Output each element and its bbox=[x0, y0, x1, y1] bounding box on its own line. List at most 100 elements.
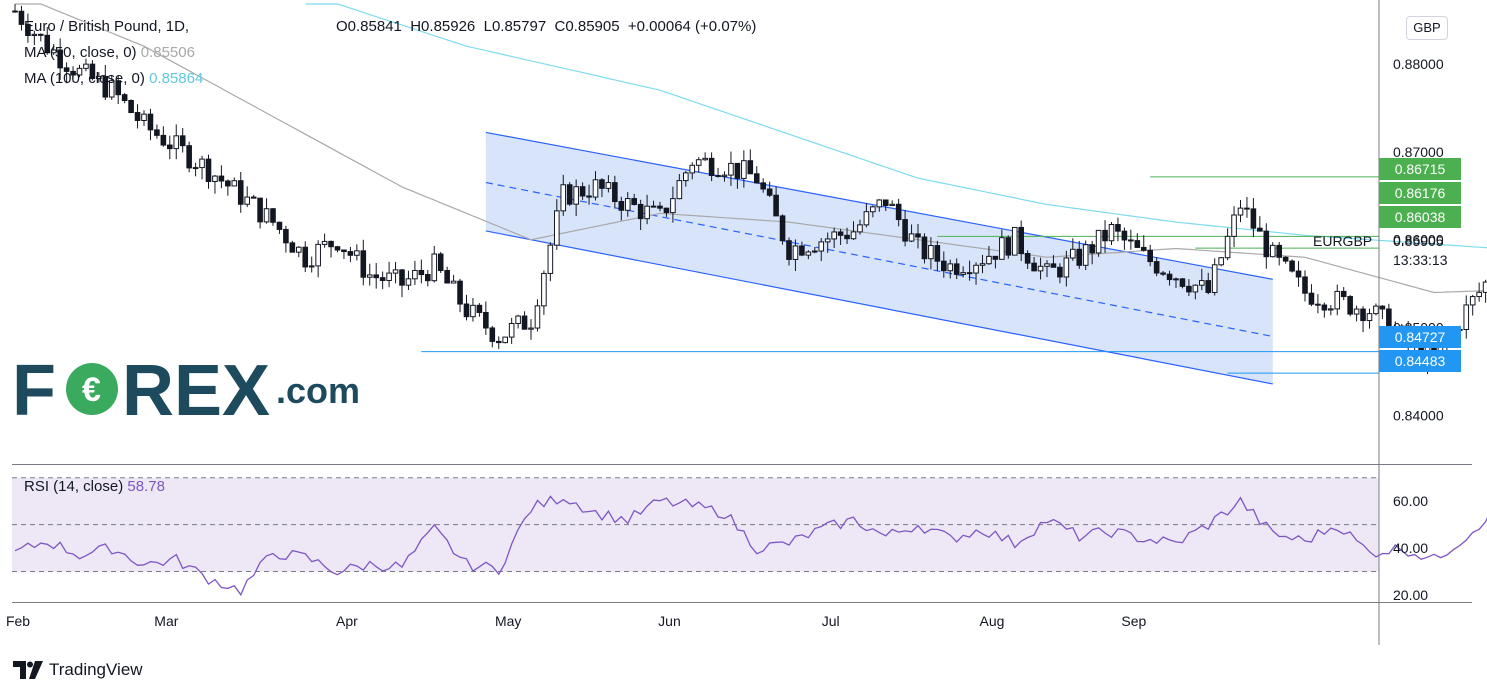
candle-body bbox=[1147, 249, 1154, 263]
candle-body bbox=[657, 205, 663, 209]
candle-body bbox=[779, 215, 786, 242]
ma50-legend[interactable]: MA (50, close, 0) 0.85506 bbox=[24, 44, 195, 61]
candle-body bbox=[1173, 278, 1179, 281]
candle-body bbox=[373, 274, 379, 279]
candle-body bbox=[347, 251, 354, 256]
rsi-pane bbox=[12, 477, 1487, 597]
candle-body bbox=[1237, 207, 1244, 216]
candle-body bbox=[328, 240, 334, 248]
candle-body bbox=[283, 228, 289, 244]
candle-body bbox=[237, 180, 244, 205]
logo-com: .com bbox=[276, 370, 360, 411]
candle-body bbox=[799, 245, 805, 256]
candle-body bbox=[1134, 240, 1141, 248]
candle-body bbox=[89, 63, 96, 79]
candle-body bbox=[515, 315, 521, 324]
candle-body bbox=[1321, 304, 1328, 311]
candle-body bbox=[760, 182, 767, 190]
candle-body bbox=[999, 237, 1005, 260]
candle-body bbox=[670, 198, 676, 214]
candle-body bbox=[483, 312, 489, 329]
month-tick-label: Apr bbox=[336, 613, 358, 629]
candle-body bbox=[115, 80, 122, 96]
candle-body bbox=[128, 100, 134, 114]
channel-fill bbox=[485, 132, 1273, 384]
candle-body bbox=[1224, 235, 1231, 259]
rsi-legend[interactable]: RSI (14, close) 58.78 bbox=[24, 478, 165, 495]
candle-body bbox=[263, 208, 270, 223]
candle-body bbox=[257, 197, 263, 223]
candle-body bbox=[354, 250, 360, 256]
candle-body bbox=[1089, 244, 1095, 254]
candle-body bbox=[876, 199, 883, 208]
candle-body bbox=[773, 194, 779, 217]
candle-body bbox=[979, 263, 986, 266]
forex-logo: F € REX .com bbox=[12, 351, 372, 431]
candle-body bbox=[1347, 296, 1353, 315]
candle-body bbox=[1469, 296, 1476, 306]
candle-body bbox=[766, 188, 773, 196]
ticker-label: EURGBP bbox=[1313, 233, 1373, 249]
candle-body bbox=[908, 233, 915, 242]
candle-body bbox=[1211, 264, 1218, 293]
candle-body bbox=[63, 67, 70, 72]
candle-body bbox=[1315, 303, 1321, 306]
candle-body bbox=[824, 238, 831, 243]
candle-body bbox=[1218, 257, 1224, 266]
candle-body bbox=[1102, 229, 1108, 242]
logo-o-letter: € bbox=[82, 371, 101, 409]
candle-body bbox=[489, 327, 496, 342]
candle-body bbox=[405, 278, 412, 286]
channel-lower-line bbox=[485, 230, 1273, 385]
ma100-line bbox=[305, 3, 1487, 249]
candle-body bbox=[18, 10, 25, 25]
candle-body bbox=[1340, 290, 1347, 298]
candle-body bbox=[160, 134, 167, 146]
candle-body bbox=[231, 180, 238, 187]
candle-body bbox=[715, 175, 721, 178]
candle-body bbox=[1295, 270, 1302, 278]
candle-body bbox=[276, 221, 283, 230]
candle-body bbox=[31, 33, 38, 36]
candle-body bbox=[1031, 262, 1037, 272]
currency-button[interactable]: GBP bbox=[1406, 16, 1448, 40]
candle-body bbox=[1082, 244, 1089, 266]
candle-body bbox=[1153, 261, 1160, 274]
candle-body bbox=[1257, 227, 1263, 232]
candle-body bbox=[102, 75, 109, 98]
candle-body bbox=[792, 245, 799, 260]
candle-body bbox=[173, 135, 180, 150]
candle-body bbox=[44, 34, 51, 54]
candle-body bbox=[560, 184, 567, 212]
candle-body bbox=[973, 264, 979, 274]
symbol-legend[interactable]: Euro / British Pound, 1D, bbox=[24, 18, 193, 35]
candle-body bbox=[857, 224, 863, 233]
candle-body bbox=[928, 245, 934, 260]
rsi-tick-label: 40.00 bbox=[1393, 540, 1428, 556]
candle-body bbox=[192, 167, 199, 170]
candle-body bbox=[1463, 304, 1470, 330]
candle-body bbox=[599, 179, 605, 189]
tradingview-brand[interactable]: TradingView bbox=[13, 660, 143, 680]
candle-body bbox=[1166, 273, 1173, 281]
candle-body bbox=[1186, 285, 1192, 293]
candle-body bbox=[302, 246, 309, 268]
ohlc-values: O0.85841 H0.85926 L0.85797 C0.85905 +0.0… bbox=[336, 18, 757, 35]
ma100-legend[interactable]: MA (100, close, 0) 0.85864 bbox=[24, 70, 203, 87]
month-tick-label: Feb bbox=[6, 613, 30, 629]
candle-body bbox=[108, 80, 115, 98]
candle-body bbox=[683, 172, 689, 182]
candle-body bbox=[1140, 246, 1147, 251]
candle-body bbox=[321, 240, 328, 245]
candle-body bbox=[1108, 224, 1115, 242]
candle-body bbox=[644, 205, 650, 220]
axes bbox=[12, 0, 1472, 645]
candle-body bbox=[437, 253, 444, 272]
price-tick-label: 0.86000 bbox=[1393, 232, 1444, 248]
candle-body bbox=[1205, 280, 1212, 293]
logo-rex: REX bbox=[122, 355, 270, 421]
candle-body bbox=[431, 253, 438, 282]
candle-body bbox=[631, 198, 638, 205]
candle-body bbox=[1476, 291, 1482, 298]
